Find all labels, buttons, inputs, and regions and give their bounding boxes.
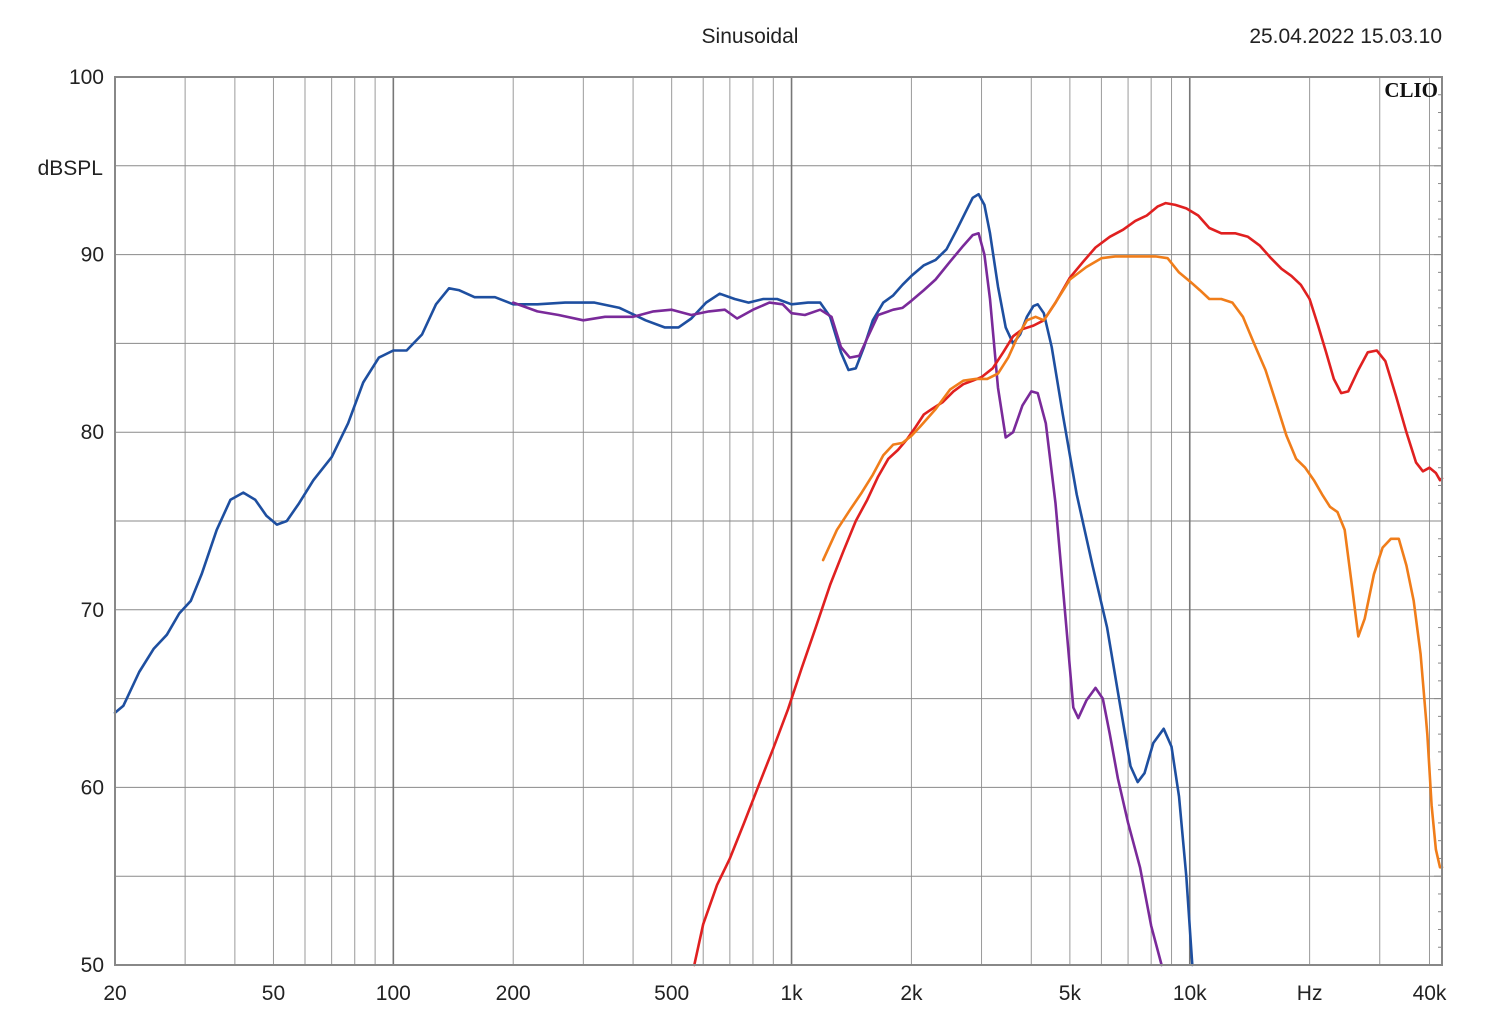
series-line-4 [821,255,1444,869]
y-tick-label: 100 [69,66,104,89]
x-tick-label: 10k [1173,982,1207,1005]
y-tick-label: 80 [81,421,104,444]
x-tick-label: Hz [1297,982,1323,1005]
x-tick-label: 2k [900,982,923,1005]
x-tick-label: 20 [103,982,126,1005]
x-tick-labels: 20 50 100 200 500 1k 2k 5k 10k Hz 40k [103,982,1447,1005]
series-layer [113,192,1444,967]
series-line-2 [511,232,1163,967]
y-tick-label: 90 [81,244,104,267]
x-tick-label: 50 [262,982,285,1005]
series-line-3 [693,201,1444,967]
x-tick-label: 100 [376,982,411,1005]
y-tick-label: 70 [81,599,104,622]
x-tick-label: 200 [496,982,531,1005]
measurement-timestamp: 25.04.2022 15.03.10 [1249,25,1442,48]
y-tick-label: 60 [81,776,104,799]
chart-title: Sinusoidal [701,25,799,48]
y-tick-label: 50 [81,954,104,977]
x-tick-label: 40k [1413,982,1447,1005]
y-axis-label: dBSPL [38,157,103,180]
grid-major [392,77,1191,965]
y-tick-labels: 100 90 80 70 60 50 [69,66,104,977]
plot-frame [114,76,1443,966]
x-tick-label: 500 [654,982,689,1005]
clio-brand-logo: CLIO [1384,78,1438,102]
x-tick-label: 1k [780,982,803,1005]
grid-minor [115,76,1442,966]
x-tick-label: 5k [1059,982,1082,1005]
series-line-1 [113,192,1194,967]
